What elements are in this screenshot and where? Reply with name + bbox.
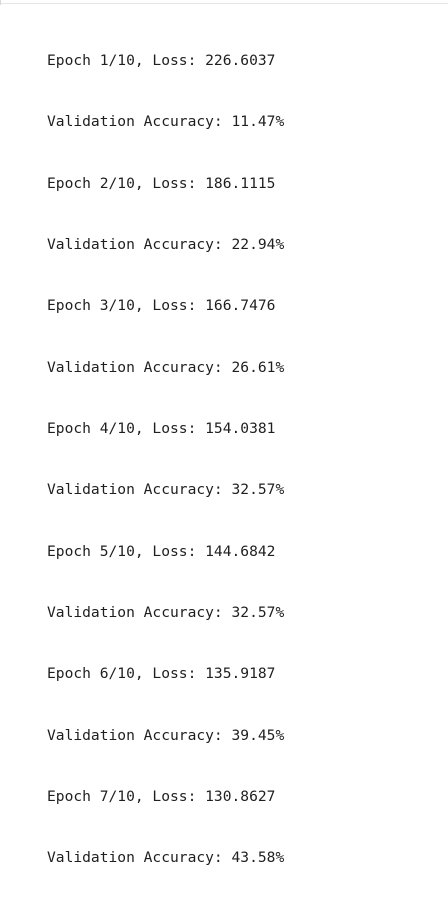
output-line-epoch-1-val-acc: Validation Accuracy: 11.47% bbox=[47, 113, 285, 131]
output-line-epoch-4-val-acc: Validation Accuracy: 32.57% bbox=[47, 481, 285, 499]
output-line-epoch-6-val-acc: Validation Accuracy: 39.45% bbox=[47, 726, 285, 744]
cell-left-rule bbox=[0, 0, 1, 5]
cell-top-border bbox=[0, 0, 448, 4]
output-line-epoch-6-loss: Epoch 6/10, Loss: 135.9187 bbox=[47, 665, 276, 683]
output-line-epoch-2-val-acc: Validation Accuracy: 22.94% bbox=[47, 235, 285, 253]
output-line-epoch-2-loss: Epoch 2/10, Loss: 186.1115 bbox=[47, 174, 276, 192]
output-line-epoch-3-val-acc: Validation Accuracy: 26.61% bbox=[47, 358, 285, 376]
output-line-epoch-5-val-acc: Validation Accuracy: 32.57% bbox=[47, 604, 285, 621]
cell-output-area: Epoch 1/10, Loss: 226.6037 Validation Ac… bbox=[47, 10, 448, 898]
output-line-epoch-1-loss: Epoch 1/10, Loss: 226.6037 bbox=[47, 51, 276, 69]
output-line-epoch-7-val-acc: Validation Accuracy: 43.58% bbox=[47, 849, 285, 867]
output-line-epoch-5-loss: Epoch 5/10, Loss: 144.6842 bbox=[47, 542, 276, 560]
output-line-epoch-4-loss: Epoch 4/10, Loss: 154.0381 bbox=[47, 419, 276, 437]
output-line-epoch-3-loss: Epoch 3/10, Loss: 166.7476 bbox=[47, 297, 276, 315]
output-line-epoch-7-loss: Epoch 7/10, Loss: 130.8627 bbox=[47, 788, 276, 806]
